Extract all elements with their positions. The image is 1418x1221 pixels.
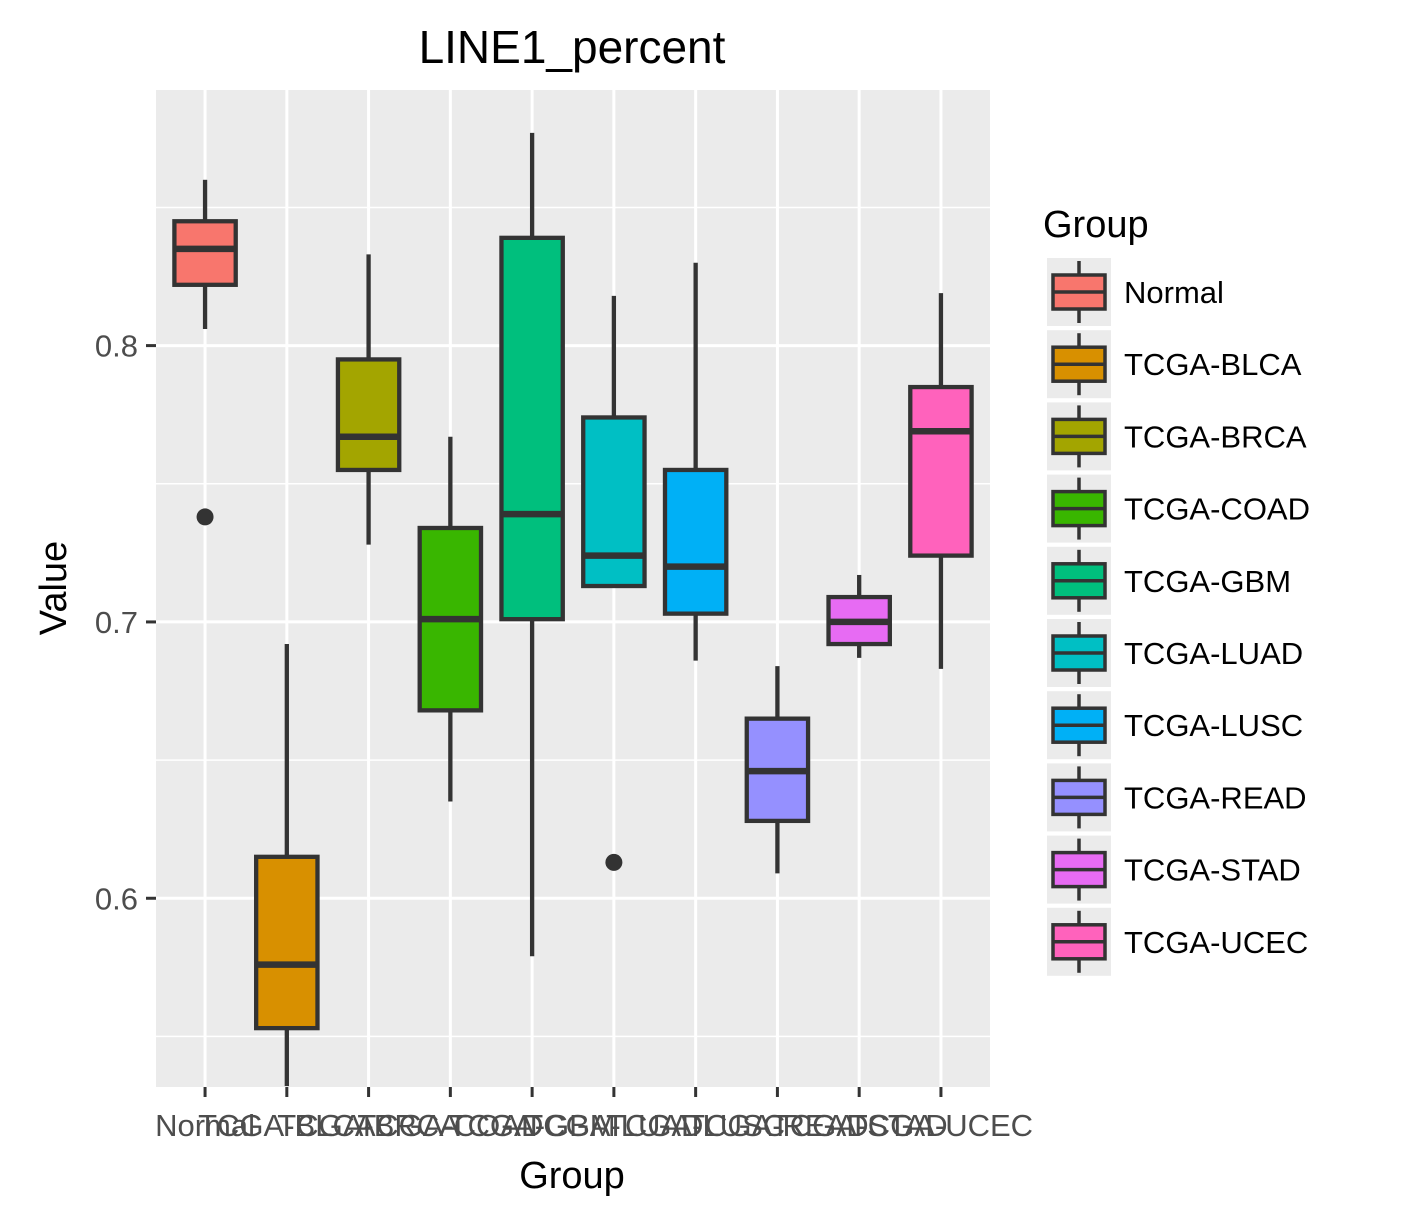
box-tcga-ucec: [908, 293, 974, 669]
legend-label: TCGA-COAD: [1124, 492, 1310, 527]
box-body: [499, 235, 565, 622]
box-tcga-stad: [826, 574, 892, 658]
x-tick-label: TCGA-LUAD: [524, 1108, 703, 1143]
box-tcga-gbm: [499, 132, 565, 957]
y-tick-label: 0.6: [95, 881, 138, 916]
x-tick-label: TCGA-COAD: [357, 1108, 543, 1143]
x-tick-label: TCGA-GBM: [449, 1108, 616, 1143]
axes: 0.6 0.7 0.8 NormalTCGA-BLCATCGA-BRCATCGA-CO…: [95, 329, 1033, 1143]
legend: Group Normal TCGA-BLCA TCGA-BRCA TCGA-COAD T…: [1043, 204, 1310, 976]
box-normal: [172, 179, 238, 526]
legend-item-tcga-coad: TCGA-COAD: [1047, 474, 1310, 543]
outlier-point: [196, 508, 214, 526]
x-tick-label: Normal: [155, 1108, 255, 1143]
legend-label: TCGA-BRCA: [1124, 419, 1307, 454]
box-body: [908, 384, 974, 558]
legend-item-tcga-luad: TCGA-LUAD: [1047, 619, 1303, 687]
box-tcga-lusc: [662, 262, 729, 661]
box-body: [662, 467, 729, 616]
box-body: [172, 219, 238, 287]
legend-label: Normal: [1124, 275, 1224, 310]
box-tcga-blca: [254, 644, 320, 1087]
box-tcga-read: [744, 666, 811, 874]
y-tick-label: 0.8: [95, 329, 138, 364]
legend-item-tcga-brca: TCGA-BRCA: [1047, 402, 1307, 471]
box-tcga-coad: [417, 436, 484, 802]
y-axis-title: Value: [33, 541, 75, 635]
box-body: [335, 357, 402, 473]
legend-items: Normal TCGA-BLCA TCGA-BRCA TCGA-COAD TCGA-GB…: [1047, 258, 1310, 976]
legend-item-tcga-stad: TCGA-STAD: [1047, 835, 1301, 904]
y-tick-label: 0.7: [95, 605, 138, 640]
x-tick-label: TCGA-UCEC: [849, 1108, 1033, 1143]
legend-label: TCGA-UCEC: [1124, 925, 1308, 960]
x-axis-title: Group: [519, 1155, 625, 1197]
legend-label: TCGA-STAD: [1124, 853, 1301, 888]
chart-title: LINE1_percent: [419, 21, 726, 73]
box-body: [581, 415, 647, 589]
legend-item-normal: Normal: [1047, 258, 1224, 326]
x-tick-label: TCGA-STAD: [771, 1108, 948, 1143]
x-tick-label: TCGA-BLCA: [198, 1108, 376, 1143]
legend-label: TCGA-LUAD: [1124, 636, 1303, 671]
legend-label: TCGA-BLCA: [1124, 347, 1302, 382]
legend-label: TCGA-GBM: [1124, 564, 1291, 599]
x-tick-label: TCGA-LUSC: [606, 1108, 785, 1143]
x-tick-label: TCGA-BRCA: [277, 1108, 460, 1143]
box-body: [254, 854, 320, 1031]
legend-item-tcga-read: TCGA-READ: [1047, 763, 1307, 832]
legend-item-tcga-lusc: TCGA-LUSC: [1047, 691, 1303, 760]
legend-item-tcga-gbm: TCGA-GBM: [1047, 546, 1291, 615]
legend-label: TCGA-READ: [1124, 780, 1307, 815]
box-tcga-brca: [335, 254, 402, 545]
legend-item-tcga-ucec: TCGA-UCEC: [1047, 907, 1308, 976]
box-tcga-luad: [581, 295, 647, 871]
box-series: [172, 132, 974, 1087]
legend-item-tcga-blca: TCGA-BLCA: [1047, 330, 1302, 399]
legend-title: Group: [1043, 204, 1149, 246]
outlier-point: [605, 853, 623, 871]
legend-label: TCGA-LUSC: [1124, 708, 1303, 743]
x-tick-label: TCGA-READ: [686, 1108, 869, 1143]
